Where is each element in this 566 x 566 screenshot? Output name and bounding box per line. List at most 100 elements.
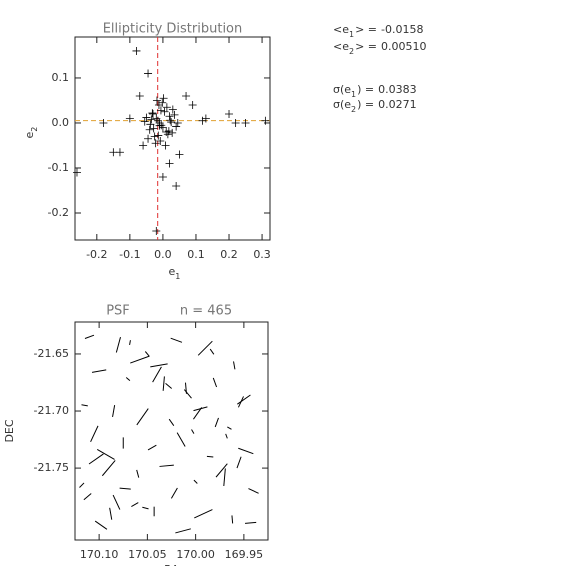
- x-axis-label: RA: [164, 563, 179, 566]
- whisker: [183, 389, 192, 399]
- point: [161, 141, 170, 150]
- point: [160, 107, 169, 116]
- point: [115, 148, 124, 157]
- point: [142, 113, 151, 122]
- whisker: [231, 515, 234, 524]
- x-axis-label: e1: [169, 265, 181, 281]
- plot-frame: [74, 36, 271, 241]
- whisker: [175, 528, 191, 534]
- point: [188, 100, 197, 109]
- stat-value: 0.0383: [378, 83, 417, 96]
- stat: σ(e2) = 0.0271: [333, 98, 417, 114]
- point: [159, 94, 168, 103]
- point: [231, 118, 240, 127]
- point: [172, 181, 181, 190]
- whisker: [129, 340, 131, 345]
- y-tick-label: 0.1: [52, 71, 70, 84]
- whisker: [96, 448, 115, 460]
- whisker: [245, 521, 257, 524]
- x-tick-label: 170.05: [128, 548, 167, 561]
- whisker: [238, 447, 254, 455]
- stat: <e1> = -0.0158: [333, 23, 423, 39]
- point: [158, 123, 167, 132]
- y-axis-label-sub: 2: [30, 127, 39, 132]
- x-tick-label: 169.95: [225, 548, 264, 561]
- whisker: [131, 502, 139, 508]
- point: [198, 116, 207, 125]
- whisker: [168, 418, 175, 427]
- whisker: [84, 334, 95, 339]
- whisker: [147, 444, 157, 451]
- point: [155, 121, 164, 130]
- y-tick-label: -0.1: [48, 161, 69, 174]
- whisker: [237, 394, 251, 405]
- whisker: [90, 425, 99, 443]
- chart-title: PSF: [106, 304, 130, 319]
- whisker: [125, 377, 131, 381]
- stat-rel: > =: [355, 40, 377, 53]
- x-axis-label-main: e: [169, 265, 176, 278]
- stat-rel: ) =: [357, 83, 374, 96]
- point: [72, 168, 81, 177]
- whisker: [165, 382, 172, 389]
- whisker: [176, 432, 186, 447]
- whisker: [142, 506, 149, 510]
- whisker: [101, 460, 116, 477]
- point: [144, 69, 153, 78]
- point: [152, 226, 161, 235]
- point: [132, 46, 141, 55]
- point: [156, 136, 165, 145]
- point: [241, 118, 250, 127]
- whisker: [144, 351, 150, 357]
- whisker: [130, 355, 150, 364]
- point: [152, 114, 161, 123]
- x-tick-label: 0.3: [253, 248, 271, 261]
- point: [158, 98, 167, 107]
- point: [146, 120, 155, 129]
- whisker: [236, 456, 242, 469]
- point: [261, 116, 270, 125]
- whisker: [88, 453, 104, 465]
- point: [225, 109, 234, 118]
- point: [170, 110, 179, 119]
- whisker: [152, 366, 162, 383]
- whisker: [209, 348, 215, 355]
- whisker: [237, 396, 244, 408]
- whisker: [225, 433, 228, 439]
- stat-value: 0.00510: [381, 40, 427, 53]
- x-tick-label: -0.2: [86, 248, 107, 261]
- point: [145, 125, 154, 134]
- point: [151, 139, 160, 148]
- stat-sub: 2: [351, 105, 356, 114]
- point: [201, 114, 210, 123]
- whisker: [227, 426, 232, 430]
- whisker: [170, 487, 178, 499]
- whisker: [212, 377, 218, 388]
- whisker: [115, 336, 121, 353]
- point: [164, 127, 173, 136]
- point: [165, 159, 174, 168]
- point: [144, 134, 153, 143]
- whisker: [214, 417, 219, 428]
- point: [125, 114, 134, 123]
- stat-symbol: σ(e: [333, 98, 351, 111]
- point: [139, 141, 148, 150]
- point: [150, 132, 159, 141]
- whisker: [112, 494, 121, 510]
- whisker: [193, 407, 203, 420]
- point: [157, 121, 166, 130]
- point: [99, 118, 108, 127]
- point: [148, 109, 157, 118]
- whisker: [248, 488, 259, 494]
- point: [167, 118, 176, 127]
- y-tick-label: -21.70: [34, 404, 69, 417]
- point: [147, 115, 156, 124]
- whisker: [215, 463, 228, 478]
- whisker: [191, 429, 195, 434]
- point: [162, 103, 171, 112]
- stat-symbol: <e: [333, 23, 349, 36]
- x-tick-label: 0.1: [187, 248, 205, 261]
- point: [152, 96, 161, 105]
- stat-sub: 1: [349, 30, 354, 39]
- point: [149, 124, 158, 133]
